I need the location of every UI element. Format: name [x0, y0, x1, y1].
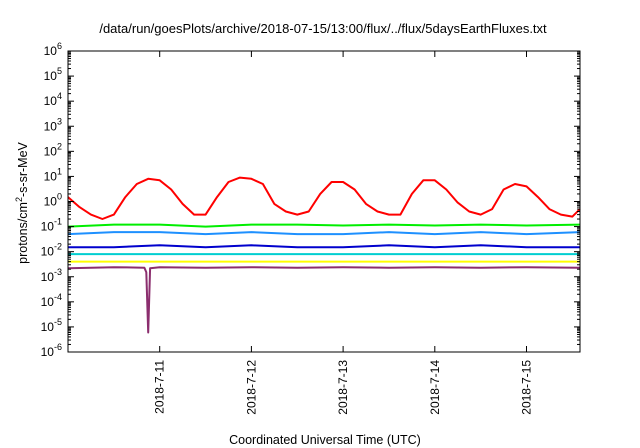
plot-frame	[67, 50, 581, 353]
y-tick-label: 102	[44, 141, 62, 158]
y-tick-base: 10	[41, 295, 55, 309]
y-tick-label: 101	[44, 166, 62, 183]
y-axis-label-sup: 2	[14, 197, 24, 202]
y-tick-base: 10	[44, 169, 58, 183]
series-line-7	[67, 266, 581, 334]
y-tick-exp: -4	[54, 292, 62, 302]
y-tick-label: 10-6	[41, 342, 62, 359]
y-tick-exp: -1	[54, 217, 62, 227]
y-tick-label: 103	[44, 116, 62, 133]
y-tick-base: 10	[41, 220, 55, 234]
y-tick-base: 10	[44, 94, 58, 108]
y-tick-exp: 0	[57, 192, 62, 202]
series-line-2	[67, 223, 581, 228]
y-tick-label: 104	[44, 91, 62, 108]
y-tick-exp: 1	[57, 166, 62, 176]
y-tick-exp: -6	[54, 342, 62, 352]
y-tick-exp: 4	[57, 91, 62, 101]
y-tick-exp: -5	[54, 317, 62, 327]
y-axis-label-suffix: -s-sr-MeV	[16, 141, 30, 197]
y-tick-base: 10	[44, 195, 58, 209]
y-axis-label: protons/cm2-s-sr-MeV	[14, 141, 30, 263]
y-tick-label: 10-3	[41, 267, 62, 284]
series-line-1	[67, 176, 581, 220]
chart-title: /data/run/goesPlots/archive/2018-07-15/1…	[99, 21, 547, 36]
y-tick-base: 10	[41, 245, 55, 259]
y-tick-label: 10-5	[41, 317, 62, 334]
x-tick-label: 2018-7-11	[153, 360, 167, 414]
y-tick-exp: 2	[57, 141, 62, 151]
y-tick-label: 10-2	[41, 242, 62, 259]
y-tick-label: 10-4	[41, 292, 62, 309]
y-tick-base: 10	[44, 144, 58, 158]
y-tick-exp: -3	[54, 267, 62, 277]
y-tick-base: 10	[41, 320, 55, 334]
y-axis-label-prefix: protons/cm	[16, 202, 30, 264]
y-tick-base: 10	[44, 44, 58, 58]
y-tick-exp: -2	[54, 242, 62, 252]
x-tick-label: 2018-7-14	[428, 360, 442, 415]
x-tick-label: 2018-7-13	[336, 360, 350, 415]
y-tick-label: 100	[44, 192, 62, 209]
y-tick-base: 10	[41, 345, 55, 359]
y-tick-exp: 5	[57, 66, 62, 76]
y-tick-base: 10	[44, 119, 58, 133]
y-tick-label: 10-1	[41, 217, 62, 234]
y-tick-base: 10	[44, 69, 58, 83]
x-ticks: 2018-7-11 2018-7-12 2018-7-13 2018-7-14 2018…	[153, 51, 534, 415]
y-ticks: 10-610-510-410-310-210-11001011021031041…	[41, 41, 580, 359]
y-tick-label: 105	[44, 66, 62, 83]
x-tick-label: 2018-7-15	[520, 360, 534, 415]
y-tick-exp: 3	[57, 116, 62, 126]
y-tick-label: 106	[44, 41, 62, 58]
x-axis-label: Coordinated Universal Time (UTC)	[229, 433, 421, 447]
series-layer	[67, 176, 581, 334]
x-tick-label: 2018-7-12	[244, 360, 258, 415]
series-line-4	[68, 244, 580, 249]
y-tick-exp: 6	[57, 41, 62, 51]
series-line-3	[67, 231, 581, 236]
y-tick-base: 10	[41, 270, 55, 284]
